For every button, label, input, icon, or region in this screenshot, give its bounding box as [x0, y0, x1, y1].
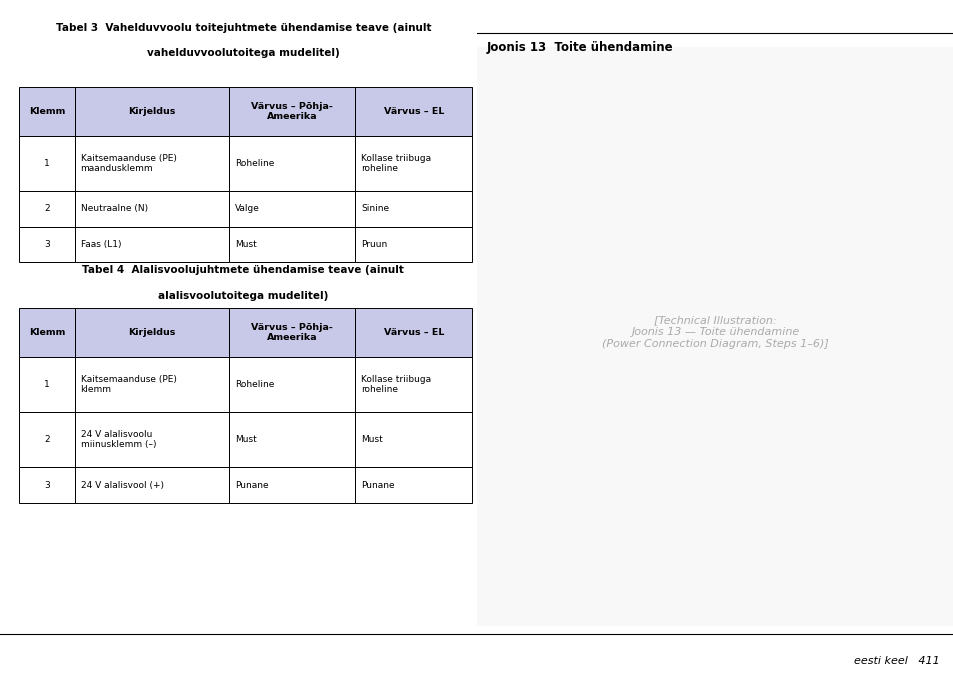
Text: Faas (L1): Faas (L1): [80, 240, 121, 249]
Text: Värvus – Põhja-
Ameerika: Värvus – Põhja- Ameerika: [252, 102, 333, 121]
Text: Klemm: Klemm: [29, 107, 65, 116]
Bar: [355, 308, 472, 357]
Text: 3: 3: [44, 240, 50, 249]
Text: 1: 1: [44, 159, 50, 168]
Bar: [355, 136, 472, 191]
Bar: [19, 227, 75, 262]
Text: eesti keel   411: eesti keel 411: [853, 656, 939, 666]
Text: Must: Must: [234, 240, 256, 249]
Text: Klemm: Klemm: [29, 328, 65, 337]
Text: 1: 1: [44, 380, 50, 389]
Text: 2: 2: [44, 435, 50, 444]
Text: Kollase triibuga
roheline: Kollase triibuga roheline: [360, 375, 431, 394]
Bar: [75, 227, 229, 262]
Text: Valge: Valge: [234, 205, 259, 213]
Bar: [229, 412, 355, 467]
Text: Värvus – Põhja-
Ameerika: Värvus – Põhja- Ameerika: [252, 323, 333, 343]
Bar: [229, 357, 355, 412]
Bar: [229, 136, 355, 191]
Text: Värvus – EL: Värvus – EL: [383, 107, 443, 116]
Bar: [75, 308, 229, 357]
Bar: [229, 467, 355, 503]
Text: Punane: Punane: [360, 481, 395, 489]
Bar: [355, 227, 472, 262]
Bar: [355, 467, 472, 503]
Text: [Technical Illustration:
Joonis 13 — Toite ühendamine
(Power Connection Diagram,: [Technical Illustration: Joonis 13 — Toi…: [601, 316, 828, 349]
Text: alalisvoolutoitega mudelitel): alalisvoolutoitega mudelitel): [158, 291, 328, 301]
Text: Kollase triibuga
roheline: Kollase triibuga roheline: [360, 154, 431, 173]
Text: Neutraalne (N): Neutraalne (N): [80, 205, 148, 213]
Bar: [75, 87, 229, 136]
Bar: [19, 467, 75, 503]
Text: Must: Must: [360, 435, 382, 444]
Text: Kirjeldus: Kirjeldus: [129, 107, 175, 116]
Text: Punane: Punane: [234, 481, 268, 489]
Text: 24 V alalisvoolu
miinusklemm (–): 24 V alalisvoolu miinusklemm (–): [80, 430, 156, 450]
Text: 24 V alalisvool (+): 24 V alalisvool (+): [80, 481, 163, 489]
Text: 3: 3: [44, 481, 50, 489]
Bar: [355, 87, 472, 136]
Text: Roheline: Roheline: [234, 159, 274, 168]
Text: Roheline: Roheline: [234, 380, 274, 389]
Bar: [229, 308, 355, 357]
Bar: [19, 308, 75, 357]
Bar: [75, 357, 229, 412]
Bar: [229, 191, 355, 227]
Bar: [19, 412, 75, 467]
Bar: [229, 87, 355, 136]
Text: Joonis 13  Toite ühendamine: Joonis 13 Toite ühendamine: [486, 41, 673, 54]
Bar: [75, 136, 229, 191]
Bar: [19, 191, 75, 227]
Bar: [19, 136, 75, 191]
Bar: [75, 467, 229, 503]
Text: Tabel 3  Vahelduvvoolu toitejuhtmete ühendamise teave (ainult: Tabel 3 Vahelduvvoolu toitejuhtmete ühen…: [55, 23, 431, 33]
Bar: [355, 191, 472, 227]
Text: Kaitsemaanduse (PE)
klemm: Kaitsemaanduse (PE) klemm: [80, 375, 176, 394]
Text: 2: 2: [44, 205, 50, 213]
Text: Kaitsemaanduse (PE)
maandusklemm: Kaitsemaanduse (PE) maandusklemm: [80, 154, 176, 173]
Text: Värvus – EL: Värvus – EL: [383, 328, 443, 337]
Bar: [75, 191, 229, 227]
Bar: [355, 412, 472, 467]
Bar: [355, 357, 472, 412]
Bar: [19, 87, 75, 136]
Bar: [19, 357, 75, 412]
Text: vahelduvvoolutoitega mudelitel): vahelduvvoolutoitega mudelitel): [147, 48, 339, 59]
Text: Tabel 4  Alalisvoolujuhtmete ühendamise teave (ainult: Tabel 4 Alalisvoolujuhtmete ühendamise t…: [82, 265, 404, 275]
Text: Kirjeldus: Kirjeldus: [129, 328, 175, 337]
Bar: [229, 227, 355, 262]
Text: Sinine: Sinine: [360, 205, 389, 213]
Text: Pruun: Pruun: [360, 240, 387, 249]
Text: Must: Must: [234, 435, 256, 444]
Bar: [75, 412, 229, 467]
